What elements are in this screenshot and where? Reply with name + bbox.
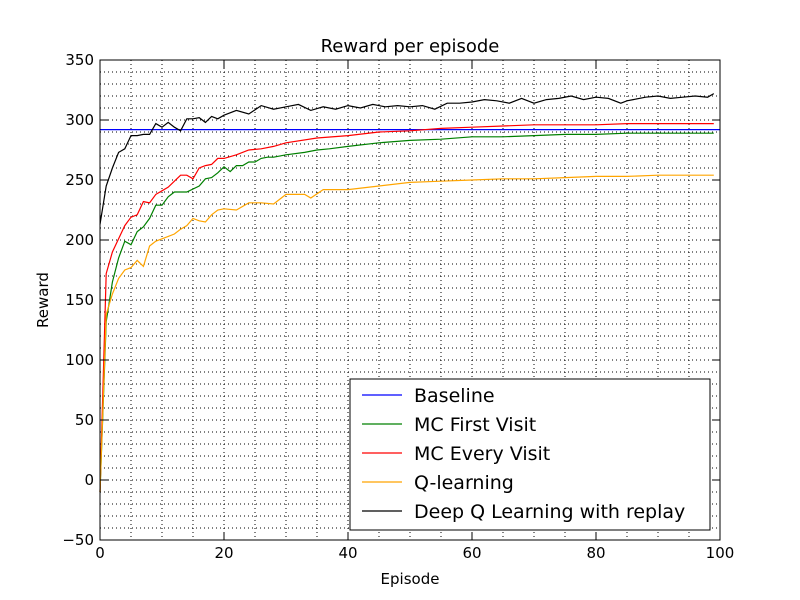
x-tick-label: 100 (706, 544, 735, 562)
series-line-4 (99, 93, 715, 225)
y-tick-label: 100 (65, 351, 94, 369)
y-tick-label: 300 (65, 111, 94, 129)
y-tick-label: 250 (65, 171, 94, 189)
series-line-1 (99, 132, 714, 493)
series-line-2 (99, 122, 714, 493)
y-tick-label: 150 (65, 291, 94, 309)
x-tick-label: 80 (586, 544, 605, 562)
legend-label: Q-learning (414, 472, 514, 494)
legend: Baseline MC First Visit MC Every Visit Q-le… (349, 378, 711, 531)
legend-label: Baseline (414, 385, 495, 407)
legend-label: Deep Q Learning with replay (414, 501, 685, 523)
y-tick-label: 200 (65, 231, 94, 249)
legend-box (349, 378, 711, 531)
chart-title: Reward per episode (321, 36, 500, 57)
y-tick-label: 0 (84, 471, 94, 489)
x-tick-label: 60 (462, 544, 481, 562)
series-line-3 (99, 174, 714, 493)
y-tick-label: −50 (62, 531, 94, 549)
x-tick-label: 0 (95, 544, 105, 562)
y-axis-label: Reward (34, 272, 52, 328)
legend-label: MC Every Visit (414, 443, 550, 465)
y-tick-label: 350 (65, 51, 94, 69)
series-layer (99, 93, 720, 493)
legend-label: MC First Visit (414, 414, 536, 436)
x-tick-label: 20 (214, 544, 233, 562)
x-axis-label: Episode (381, 570, 440, 588)
y-tick-label: 50 (75, 411, 94, 429)
x-tick-label: 40 (338, 544, 357, 562)
